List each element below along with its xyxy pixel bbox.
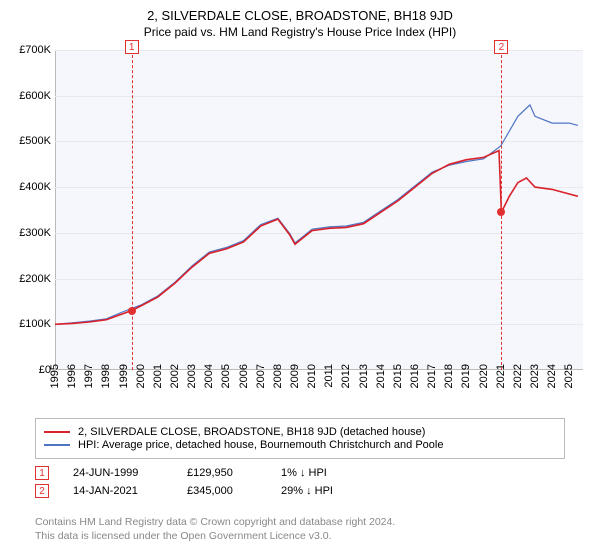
legend-swatch: [44, 444, 70, 446]
legend-label: HPI: Average price, detached house, Bour…: [78, 439, 443, 451]
event-line: [132, 50, 133, 370]
legend-item-property: 2, SILVERDALE CLOSE, BROADSTONE, BH18 9J…: [44, 426, 556, 438]
event-number-box: 2: [35, 484, 49, 498]
events-table: 1 24-JUN-1999 £129,950 1% ↓ HPI 2 14-JAN…: [35, 462, 565, 502]
legend-swatch: [44, 431, 70, 433]
page-title: 2, SILVERDALE CLOSE, BROADSTONE, BH18 9J…: [0, 8, 600, 23]
footnote: Contains HM Land Registry data © Crown c…: [35, 516, 565, 543]
event-price: £345,000: [187, 485, 257, 497]
y-axis-label: £700K: [3, 44, 51, 56]
y-axis-label: £600K: [3, 90, 51, 102]
event-number-box: 1: [35, 466, 49, 480]
event-dot: [497, 208, 505, 216]
event-pct: 1% ↓ HPI: [281, 467, 381, 479]
legend-item-hpi: HPI: Average price, detached house, Bour…: [44, 439, 556, 451]
chart-area: £0£100K£200K£300K£400K£500K£600K£700K 19…: [55, 50, 583, 370]
footnote-line: This data is licensed under the Open Gov…: [35, 530, 565, 544]
y-axis-label: £0: [3, 364, 51, 376]
legend: 2, SILVERDALE CLOSE, BROADSTONE, BH18 9J…: [35, 418, 565, 459]
series-property: [55, 151, 578, 325]
y-axis-label: £200K: [3, 273, 51, 285]
footnote-line: Contains HM Land Registry data © Crown c…: [35, 516, 565, 530]
event-dot: [128, 307, 136, 315]
y-axis-label: £100K: [3, 318, 51, 330]
y-axis-label: £400K: [3, 181, 51, 193]
event-marker: 2: [494, 40, 508, 54]
event-price: £129,950: [187, 467, 257, 479]
event-date: 14-JAN-2021: [73, 485, 163, 497]
page-subtitle: Price paid vs. HM Land Registry's House …: [0, 25, 600, 39]
event-pct: 29% ↓ HPI: [281, 485, 381, 497]
y-axis-label: £500K: [3, 135, 51, 147]
legend-label: 2, SILVERDALE CLOSE, BROADSTONE, BH18 9J…: [78, 426, 425, 438]
event-row: 1 24-JUN-1999 £129,950 1% ↓ HPI: [35, 466, 565, 480]
y-axis-label: £300K: [3, 227, 51, 239]
event-row: 2 14-JAN-2021 £345,000 29% ↓ HPI: [35, 484, 565, 498]
event-marker: 1: [125, 40, 139, 54]
event-date: 24-JUN-1999: [73, 467, 163, 479]
